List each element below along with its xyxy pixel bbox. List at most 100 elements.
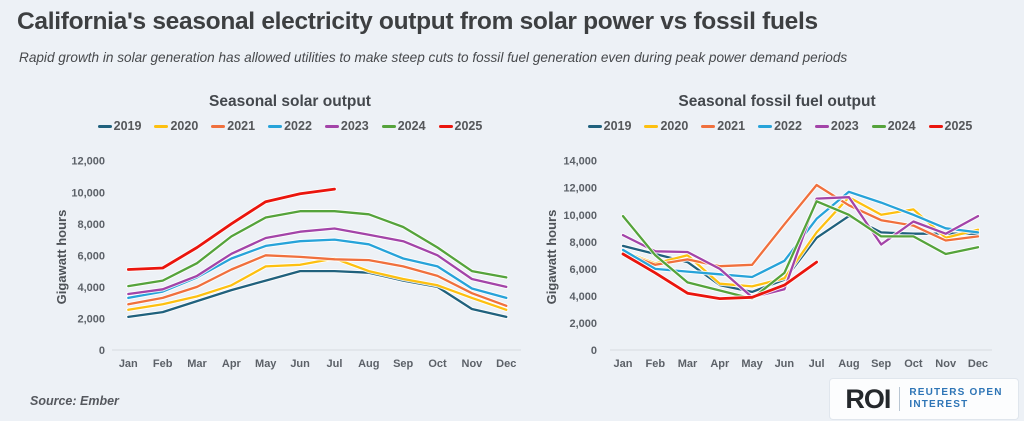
line-2020 <box>621 196 980 288</box>
legend-item-2020: 2020 <box>644 119 688 133</box>
roi-logo-text: ROI <box>845 383 891 414</box>
y-tick-2000: 2,000 <box>77 313 105 325</box>
x-tick-jan: Jan <box>119 358 138 370</box>
legend-item-2025: 2025 <box>928 119 973 133</box>
legend-label: 2023 <box>340 119 369 133</box>
x-tick-may: May <box>741 358 763 370</box>
roi-logo: ROI REUTERS OPEN INTEREST <box>830 379 1018 419</box>
legend-label: 2021 <box>717 119 746 133</box>
legend-item-2024: 2024 <box>871 119 916 133</box>
legend-label: 2019 <box>113 119 142 133</box>
legend-label: 2025 <box>944 119 973 133</box>
line-2021 <box>127 254 508 307</box>
x-tick-oct: Oct <box>428 358 447 370</box>
legend-swatch-2020 <box>644 124 659 128</box>
source-note: Source: Ember <box>30 394 119 408</box>
x-tick-dec: Dec <box>968 358 988 370</box>
x-tick-jun: Jun <box>775 358 795 370</box>
solar-chart-legend: 2019 2020 2021 2022 2023 2024 2025 <box>55 119 525 133</box>
solar-chart-title: Seasonal solar output <box>209 93 371 110</box>
x-tick-feb: Feb <box>645 358 665 370</box>
legend-item-2020: 2020 <box>154 119 198 133</box>
legend-label: 2024 <box>887 119 916 133</box>
y-tick-8000: 8,000 <box>77 219 105 231</box>
line-2019 <box>127 269 508 319</box>
legend-label: 2022 <box>774 119 802 133</box>
x-tick-apr: Apr <box>710 358 730 370</box>
y-tick-6000: 6,000 <box>569 264 597 276</box>
legend-label: 2020 <box>170 119 199 133</box>
legend-swatch-2021 <box>701 124 716 128</box>
y-tick-4000: 4,000 <box>569 291 597 303</box>
legend-swatch-2022 <box>268 124 283 128</box>
y-tick-14000: 14,000 <box>563 156 597 168</box>
fossil-chart-title: Seasonal fossil fuel output <box>678 93 876 110</box>
x-tick-sep: Sep <box>871 358 891 370</box>
line-2021 <box>621 183 980 268</box>
x-tick-oct: Oct <box>904 358 923 370</box>
legend-swatch-2025 <box>928 124 943 128</box>
x-tick-mar: Mar <box>678 358 698 370</box>
x-tick-may: May <box>255 358 277 370</box>
legend-swatch-2024 <box>381 124 396 128</box>
x-tick-jun: Jun <box>290 358 310 370</box>
legend-swatch-2023 <box>814 124 829 128</box>
line-2023 <box>621 196 980 299</box>
y-tick-6000: 6,000 <box>77 250 105 262</box>
fossil-chart-plot: 0 2,000 4,000 6,000 8,000 10,000 12,000 14,000 J… <box>563 156 992 370</box>
legend-item-2022: 2022 <box>268 119 312 133</box>
y-tick-10000: 10,000 <box>71 187 105 199</box>
legend-label: 2020 <box>660 119 689 133</box>
legend-swatch-2019 <box>587 124 602 128</box>
y-tick-12000: 12,000 <box>563 183 597 195</box>
legend-item-2024: 2024 <box>381 119 426 133</box>
legend-item-2019: 2019 <box>587 119 632 133</box>
x-tick-aug: Aug <box>358 358 379 370</box>
solar-chart-plot: 0 2,000 4,000 6,000 8,000 10,000 12,000 Jan Feb M… <box>71 156 521 370</box>
page-title: California's seasonal electricity output… <box>17 8 818 35</box>
legend-item-2023: 2023 <box>814 119 859 133</box>
legend-swatch-2020 <box>154 124 169 128</box>
line-2025 <box>621 252 819 301</box>
legend-swatch-2024 <box>871 124 886 128</box>
x-tick-jan: Jan <box>614 358 633 370</box>
roi-logo-caption: REUTERS OPEN INTEREST <box>909 387 1002 412</box>
line-2024 <box>621 200 980 300</box>
roi-caption-line1: REUTERS OPEN <box>909 386 1003 398</box>
legend-label: 2024 <box>397 119 426 133</box>
legend-item-2022: 2022 <box>758 119 802 133</box>
legend-swatch-2025 <box>438 124 453 128</box>
page-subtitle: Rapid growth in solar generation has all… <box>19 50 848 65</box>
legend-item-2023: 2023 <box>324 119 369 133</box>
legend-item-2025: 2025 <box>438 119 482 133</box>
legend-item-2021: 2021 <box>701 119 745 133</box>
line-2020 <box>127 257 508 311</box>
line-2024 <box>127 210 508 288</box>
x-tick-jul: Jul <box>809 358 825 370</box>
y-tick-8000: 8,000 <box>569 237 597 249</box>
y-tick-0: 0 <box>591 345 597 357</box>
legend-label: 2023 <box>830 119 859 133</box>
legend-label: 2019 <box>603 119 632 133</box>
legend-label: 2022 <box>284 119 312 133</box>
legend-swatch-2019 <box>97 124 112 128</box>
roi-logo-divider <box>899 387 901 411</box>
legend-item-2019: 2019 <box>97 119 142 133</box>
y-tick-2000: 2,000 <box>569 318 597 330</box>
x-tick-apr: Apr <box>222 358 242 370</box>
x-tick-aug: Aug <box>838 358 859 370</box>
legend-swatch-2023 <box>324 124 339 128</box>
legend-swatch-2021 <box>211 124 226 128</box>
legend-swatch-2022 <box>758 124 773 128</box>
x-tick-sep: Sep <box>393 358 413 370</box>
y-tick-12000: 12,000 <box>71 156 105 168</box>
x-tick-mar: Mar <box>187 358 207 370</box>
fossil-chart-legend: 2019 2020 2021 2022 2023 2024 2025 <box>540 119 1020 133</box>
x-tick-jul: Jul <box>327 358 343 370</box>
roi-caption-line2: INTEREST <box>909 399 969 410</box>
y-tick-4000: 4,000 <box>77 282 105 294</box>
x-tick-nov: Nov <box>462 358 484 370</box>
line-2025 <box>126 187 336 271</box>
legend-label: 2021 <box>227 119 256 133</box>
